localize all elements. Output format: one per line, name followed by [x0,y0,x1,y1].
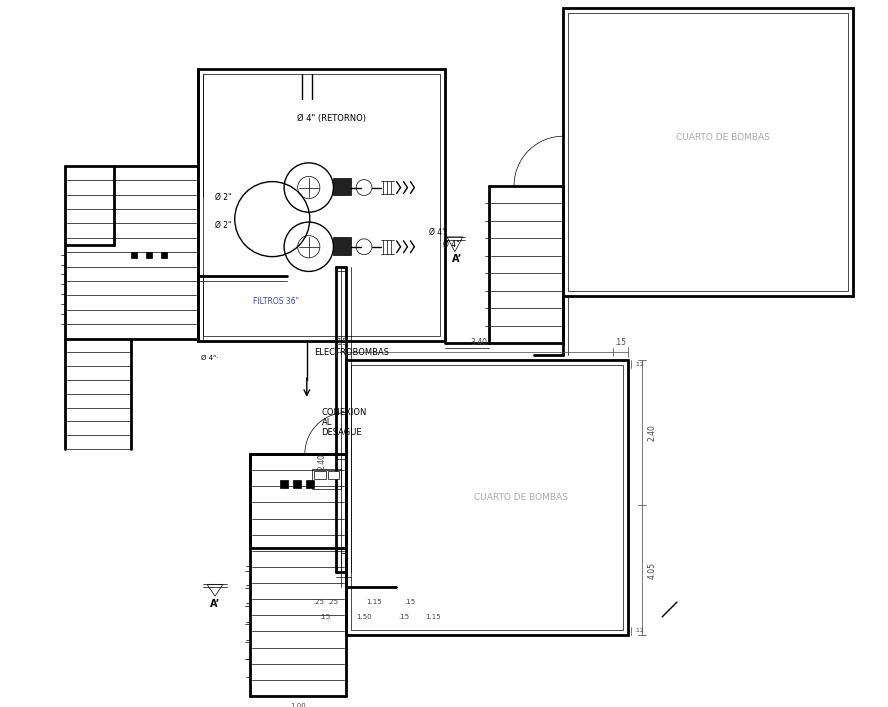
Text: ELECTROBOMBAS: ELECTROBOMBAS [313,348,389,357]
Text: .15: .15 [336,339,347,347]
Text: .12: .12 [635,629,645,633]
Text: 4.05: 4.05 [647,561,656,578]
Bar [346,361,628,635]
Bar [293,480,301,488]
Text: .15: .15 [319,614,330,620]
Bar [131,252,137,257]
Text: CUARTO DE BOMBAS: CUARTO DE BOMBAS [474,493,567,502]
Bar [161,252,167,257]
Bar [198,69,445,341]
Text: Ø 4": Ø 4" [429,228,446,236]
Text: 2.40: 2.40 [317,453,326,470]
Text: 2.40: 2.40 [647,424,656,441]
Text: 1.15: 1.15 [425,614,441,620]
Text: A’: A’ [210,599,220,609]
Bar [334,177,352,195]
Bar [313,471,326,479]
Bar [334,237,352,255]
Text: .12: .12 [635,362,645,367]
Text: Ø 2": Ø 2" [215,221,231,230]
Text: 1.15: 1.15 [366,599,382,605]
Bar [250,454,346,548]
Text: .15: .15 [398,614,409,620]
Text: CUARTO DE BOMBAS: CUARTO DE BOMBAS [676,133,769,142]
Bar [146,252,152,257]
Text: 1.00: 1.00 [290,703,305,707]
Text: Ø 4" (RETORNO): Ø 4" (RETORNO) [297,114,366,123]
Text: A’: A’ [452,254,462,264]
Text: CONEXION
AL
DESAGUE: CONEXION AL DESAGUE [321,408,367,438]
Bar [280,480,288,488]
Bar [312,469,341,489]
Bar [563,8,852,296]
Text: .25: .25 [313,599,324,605]
Text: .25: .25 [327,599,338,605]
Text: 1.50: 1.50 [356,614,372,620]
Text: Ø 2": Ø 2" [215,193,231,202]
Bar [352,366,622,630]
Text: Ø 4": Ø 4" [443,240,460,250]
Text: Ø 4"·: Ø 4"· [202,356,218,361]
Bar [305,480,313,488]
Bar [203,74,440,336]
Bar [568,13,848,291]
Text: .15: .15 [614,339,626,347]
Text: 3.40: 3.40 [470,339,487,347]
Bar [328,471,339,479]
Text: FILTROS 36": FILTROS 36" [252,296,298,305]
Text: .15: .15 [404,599,415,605]
